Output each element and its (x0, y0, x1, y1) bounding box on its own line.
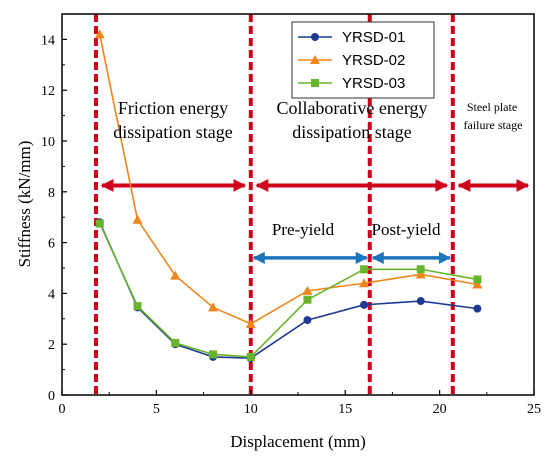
data-point-yrsd-02 (208, 302, 219, 312)
y-axis-label: Stiffness (kN/mm) (15, 141, 34, 268)
series-yrsd-01 (95, 218, 482, 363)
data-point-yrsd-03 (209, 350, 218, 359)
x-tick-label: 20 (433, 402, 447, 417)
data-point-yrsd-02 (94, 29, 105, 39)
annotation-collab-line2: dissipation stage (292, 122, 412, 142)
y-tick-label: 2 (48, 338, 55, 353)
x-tick-label: 10 (244, 402, 258, 417)
annotation-friction-line1: Friction energy (118, 98, 228, 118)
data-point-yrsd-01 (416, 297, 425, 306)
data-point-yrsd-02 (132, 214, 143, 224)
legend-label-yrsd-01: YRSD-01 (342, 29, 405, 46)
data-point-yrsd-03 (171, 338, 180, 347)
legend: YRSD-01 YRSD-02 YRSD-03 (291, 21, 435, 99)
x-axis-label: Displacement (mm) (230, 432, 366, 451)
series-yrsd-03 (95, 219, 482, 361)
annotation-pre-yield: Pre-yield (272, 220, 335, 239)
legend-item-yrsd-02: YRSD-02 (298, 52, 405, 69)
data-point-yrsd-03 (303, 295, 312, 304)
series-layer (94, 29, 483, 363)
data-point-yrsd-03 (133, 302, 142, 311)
legend-label-yrsd-03: YRSD-03 (342, 75, 405, 92)
annotation-steel-line1: Steel plate (467, 100, 517, 114)
stage-arrows (100, 179, 530, 264)
data-point-yrsd-02 (359, 278, 370, 288)
data-point-yrsd-03 (246, 352, 255, 361)
data-point-yrsd-01 (473, 304, 482, 313)
annotation-collab-line1: Collaborative energy (276, 98, 427, 118)
data-point-yrsd-03 (473, 275, 482, 284)
y-tick-label: 0 (48, 389, 55, 404)
series-line-yrsd-03 (99, 223, 478, 358)
y-tick-label: 14 (41, 33, 55, 48)
annotation-post-yield: Post-yield (372, 220, 441, 239)
data-point-yrsd-03 (95, 219, 104, 228)
x-tick-label: 0 (59, 402, 66, 417)
legend-label-yrsd-02: YRSD-02 (342, 52, 405, 69)
x-tick-label: 5 (153, 402, 160, 417)
data-point-yrsd-03 (360, 265, 369, 274)
annotation-friction-line2: dissipation stage (113, 122, 233, 142)
legend-marker-yrsd-03 (311, 79, 319, 87)
series-yrsd-02 (94, 29, 483, 328)
y-tick-label: 12 (41, 84, 55, 99)
axis-ticks: 0 5 10 15 20 25 0 2 4 6 8 10 12 14 (41, 33, 541, 417)
annotation-steel-line2: failure stage (464, 118, 523, 132)
y-tick-label: 10 (41, 135, 55, 150)
series-line-yrsd-01 (99, 221, 478, 359)
y-tick-label: 8 (48, 186, 55, 201)
data-point-yrsd-01 (360, 300, 369, 309)
x-tick-label: 25 (527, 402, 541, 417)
x-tick-label: 15 (338, 402, 352, 417)
data-point-yrsd-02 (472, 279, 483, 289)
data-point-yrsd-02 (302, 285, 313, 295)
data-point-yrsd-02 (170, 270, 181, 280)
data-point-yrsd-01 (303, 316, 312, 325)
data-point-yrsd-02 (415, 269, 426, 279)
y-tick-label: 4 (48, 287, 55, 302)
legend-marker-yrsd-02 (310, 55, 320, 64)
legend-marker-yrsd-01 (311, 33, 319, 41)
data-point-yrsd-02 (245, 318, 256, 328)
data-point-yrsd-03 (416, 265, 425, 274)
y-tick-label: 6 (48, 237, 55, 252)
legend-item-yrsd-01: YRSD-01 (298, 29, 405, 46)
legend-item-yrsd-03: YRSD-03 (298, 75, 405, 92)
